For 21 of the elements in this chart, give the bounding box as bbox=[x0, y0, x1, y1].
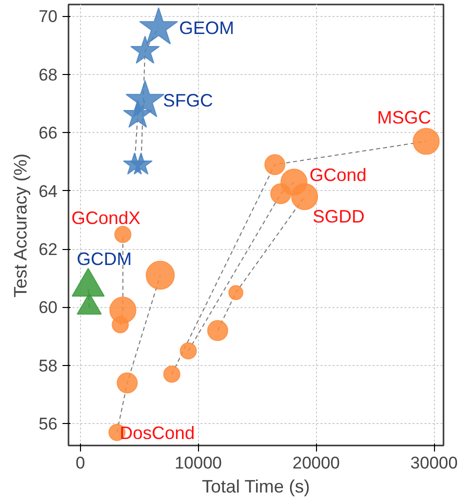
y-tick-label: 66 bbox=[38, 124, 58, 143]
y-tick-label: 58 bbox=[38, 356, 58, 376]
y-axis-title: Test Accuracy (%) bbox=[10, 153, 31, 298]
series-label: GEOM bbox=[179, 18, 234, 38]
y-tick-label: 70 bbox=[38, 7, 58, 26]
series-label: SFGC bbox=[163, 90, 214, 111]
x-axis-title: Total Time (s) bbox=[202, 476, 310, 496]
y-tick-label: 62 bbox=[38, 240, 58, 260]
y-tick-label: 56 bbox=[38, 414, 58, 434]
y-tick-label: 60 bbox=[38, 298, 58, 318]
x-tick-label: 20000 bbox=[292, 454, 340, 472]
y-tick-label: 64 bbox=[38, 182, 58, 201]
series-label: SGDD bbox=[312, 206, 365, 227]
series-label: GCond bbox=[309, 165, 366, 186]
y-tick-label: 68 bbox=[38, 65, 58, 84]
x-tick-label: 0 bbox=[76, 454, 86, 472]
series-label: GCondX bbox=[71, 208, 140, 228]
x-tick-label: 10000 bbox=[174, 454, 222, 472]
series-label: GCDM bbox=[76, 248, 132, 269]
series-label: MSGC bbox=[377, 107, 432, 128]
x-tick-label: 30000 bbox=[410, 454, 458, 472]
